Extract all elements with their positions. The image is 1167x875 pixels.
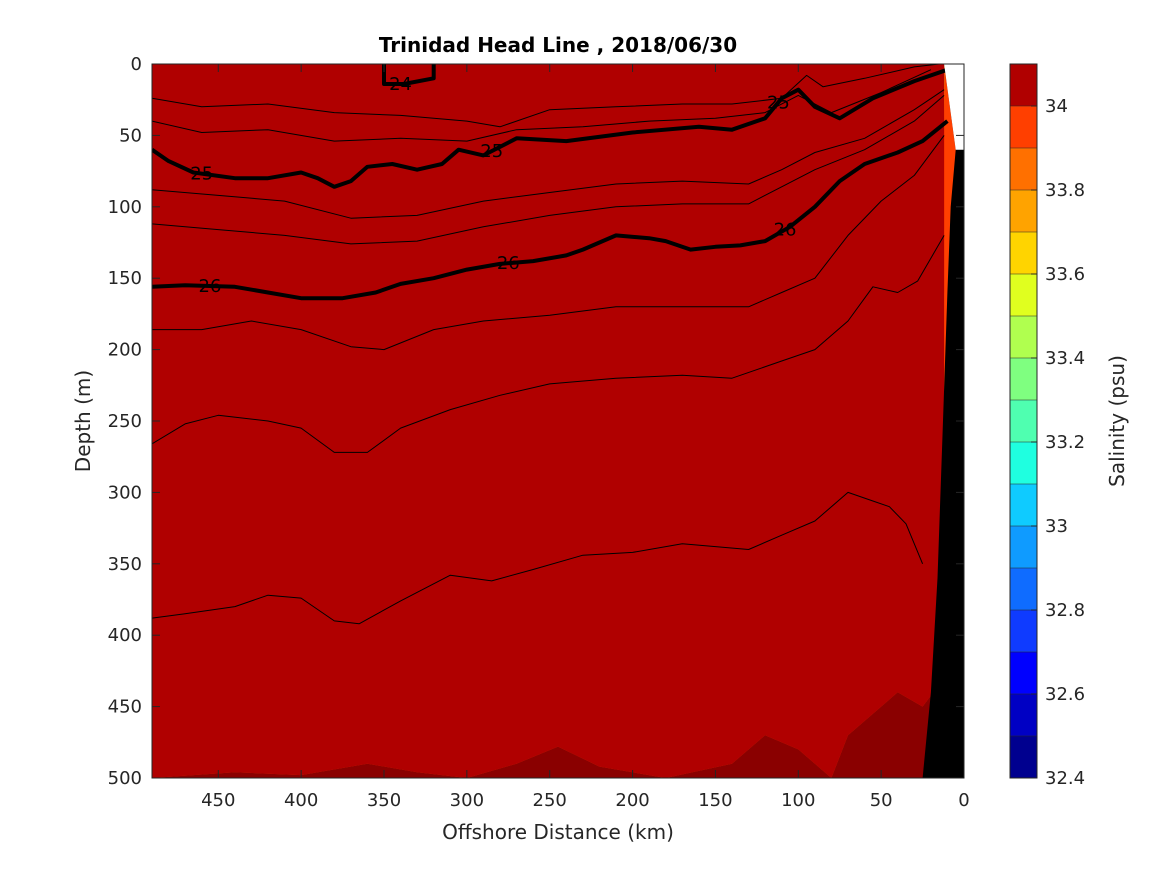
contour-label-3: 25 [767,92,790,113]
colorbar-swatch [1010,484,1037,526]
y-tick-label: 250 [108,411,142,432]
colorbar-tick-label: 33.6 [1045,264,1085,285]
x-axis-label: Offshore Distance (km) [442,820,674,844]
y-tick-label: 0 [131,54,142,75]
density-contour-4 [152,89,945,219]
y-tick-label: 350 [108,554,142,575]
density-contour-7 [152,135,945,351]
colorbar-tick-label: 33 [1045,516,1068,537]
density-contour-3 [152,67,949,189]
colorbar-swatch [1010,526,1037,568]
contour-label-0: 24 [389,74,412,95]
bathymetry-wedge [922,64,964,778]
contour-label-text: 26 [497,253,520,274]
colorbar-tick-label: 32.6 [1045,684,1085,705]
x-tick-label: 250 [533,790,567,811]
colorbar [1010,63,1037,778]
x-tick-label: 150 [698,790,732,811]
salinity-band-deep [152,678,945,778]
colorbar-swatch [1010,442,1037,484]
salinity-bands [152,64,945,778]
contour-label-4: 26 [199,276,222,297]
colorbar-swatch [1010,400,1037,442]
contour-label-text: 26 [774,220,797,241]
x-tick-label: 450 [201,790,235,811]
colorbar-tick-label: 34 [1045,96,1068,117]
colorbar-tick-label: 32.4 [1045,768,1085,789]
plot-area [152,64,964,778]
surface-gap [944,64,964,150]
y-axis-label: Depth (m) [71,370,95,472]
colorbar-swatch [1010,736,1037,778]
x-tick-label: 350 [367,790,401,811]
bathymetry-mask [922,64,964,778]
y-axis-ticks: 0 50 100 150 200 250 300 350 400 450 500 [108,54,964,789]
y-tick-label: 450 [108,697,142,718]
x-tick-label: 400 [284,790,318,811]
colorbar-label: Salinity (psu) [1105,355,1129,487]
contour-label-6: 26 [774,220,797,241]
density-contour-1 [152,64,940,128]
x-axis-ticks: 450 400 350 300 250 200 150 100 50 0 [201,64,970,811]
density-contour-6 [152,119,949,301]
colorbar-tick-label: 33.8 [1045,180,1085,201]
colorbar-swatch [1010,190,1037,232]
y-tick-label: 500 [108,768,142,789]
x-tick-label: 200 [615,790,649,811]
y-tick-label: 100 [108,197,142,218]
colorbar-frame [1009,63,1038,779]
contour-label-text: 24 [389,74,412,95]
y-tick-label: 400 [108,625,142,646]
x-tick-label: 50 [870,790,893,811]
salinity-band-16 [152,64,945,778]
contour-labels: 24 25 25 25 26 26 26 [190,74,797,297]
colorbar-swatch [1010,106,1037,148]
y-tick-label: 200 [108,340,142,361]
contour-label-1: 25 [190,164,213,185]
colorbar-swatch [1010,652,1037,694]
density-contour-5 [152,95,945,245]
density-contour-2 [152,69,932,142]
colorbar-tick-label: 32.8 [1045,600,1085,621]
y-tick-label: 50 [119,125,142,146]
colorbar-swatch [1010,148,1037,190]
colorbar-swatch [1010,358,1037,400]
density-contour-0 [382,64,436,86]
y-tick-label: 150 [108,268,142,289]
colorbar-tick-label: 33.2 [1045,432,1085,453]
density-contours [152,64,949,625]
contour-label-text: 26 [199,276,222,297]
density-contour-9 [152,491,924,625]
colorbar-tick-label: 33.4 [1045,348,1085,369]
x-tick-label: 300 [450,790,484,811]
colorbar-swatch-top [1010,64,1037,106]
contour-label-text: 25 [767,92,790,113]
colorbar-swatch [1010,316,1037,358]
colorbar-ticks: 32.4 32.6 32.8 33 33.2 33.4 33.6 33.8 34 [1031,96,1085,789]
chart-title: Trinidad Head Line , 2018/06/30 [379,33,737,57]
contour-label-2: 25 [480,141,503,162]
contour-label-text: 25 [480,141,503,162]
x-tick-label: 100 [781,790,815,811]
contour-label-text: 25 [190,164,213,185]
colorbar-swatch [1010,694,1037,736]
x-tick-label: 0 [958,790,969,811]
colorbar-swatch [1010,568,1037,610]
colorbar-swatch [1010,232,1037,274]
colorbar-swatch [1010,610,1037,652]
colorbar-swatch [1010,274,1037,316]
y-tick-label: 300 [108,482,142,503]
density-contour-8 [152,235,945,453]
contour-label-5: 26 [497,253,520,274]
